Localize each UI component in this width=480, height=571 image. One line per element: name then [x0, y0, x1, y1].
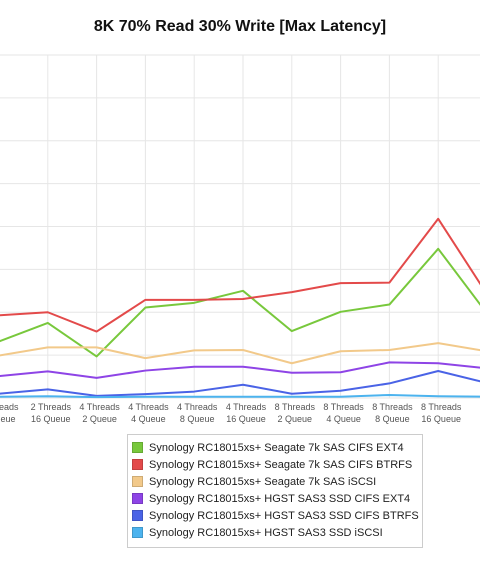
- series-line: [0, 342, 480, 365]
- legend-label: Synology RC18015xs+ Seagate 7k SAS iSCSI: [149, 475, 377, 488]
- chart-title: 8K 70% Read 30% Write [Max Latency]: [93, 18, 387, 35]
- legend-label: Synology RC18015xs+ Seagate 7k SAS CIFS …: [149, 458, 413, 471]
- legend-item[interactable]: Synology RC18015xs+ HGST SAS3 SSD iSCSI: [132, 524, 422, 541]
- x-tick-label: 16 Queue: [226, 414, 266, 424]
- x-tick-label: 16 Queue: [421, 414, 461, 424]
- series-line: [0, 247, 480, 358]
- x-tick-label: 4 Threads: [79, 402, 120, 412]
- series-line: [0, 369, 480, 397]
- series-line: [0, 361, 480, 379]
- legend-label: Synology RC18015xs+ HGST SAS3 SSD CIFS E…: [149, 492, 411, 505]
- legend-item[interactable]: Synology RC18015xs+ HGST SAS3 SSD CIFS E…: [132, 490, 422, 507]
- x-tick-label: 8 Queue: [180, 414, 215, 424]
- line-chart: Threads Queue 2 Threads 16 Queue 4 Threads 2 …: [0, 54, 480, 424]
- x-tick-label: Threads: [0, 402, 19, 412]
- series-line: [0, 393, 480, 399]
- legend-swatch: [132, 527, 143, 538]
- legend-label: Synology RC18015xs+ HGST SAS3 SSD CIFS B…: [149, 509, 419, 522]
- legend-label: Synology RC18015xs+ Seagate 7k SAS CIFS …: [149, 441, 404, 454]
- x-tick-label: 4 Queue: [326, 414, 361, 424]
- x-axis-ticks: Threads Queue 2 Threads 16 Queue 4 Threads 2 …: [0, 402, 462, 424]
- x-tick-label: 2 Threads: [31, 402, 72, 412]
- x-tick-label: 4 Threads: [226, 402, 267, 412]
- legend-label: Synology RC18015xs+ HGST SAS3 SSD iSCSI: [149, 526, 383, 539]
- x-tick-label: 16 Queue: [31, 414, 71, 424]
- x-tick-label: 8 Threads: [323, 402, 364, 412]
- gridlines: [0, 54, 480, 399]
- x-tick-label: Queue: [0, 414, 16, 424]
- x-tick-label: 8 Queue: [375, 414, 410, 424]
- legend-swatch: [132, 476, 143, 487]
- x-tick-label: 2 Queue: [278, 414, 313, 424]
- x-tick-label: 4 Threads: [128, 402, 169, 412]
- legend-swatch: [132, 442, 143, 453]
- legend: Synology RC18015xs+ Seagate 7k SAS CIFS …: [127, 434, 423, 548]
- series-line: [0, 217, 480, 333]
- legend-item[interactable]: Synology RC18015xs+ Seagate 7k SAS CIFS …: [132, 456, 422, 473]
- x-tick-label: 8 Threads: [275, 402, 316, 412]
- x-tick-label: 4 Threads: [177, 402, 218, 412]
- x-tick-label: 8 Threads: [372, 402, 413, 412]
- x-tick-label: 4 Queue: [131, 414, 166, 424]
- x-tick-label: 2 Queue: [82, 414, 117, 424]
- legend-item[interactable]: Synology RC18015xs+ HGST SAS3 SSD CIFS B…: [132, 507, 422, 524]
- legend-item[interactable]: Synology RC18015xs+ Seagate 7k SAS iSCSI: [132, 473, 422, 490]
- series-lines: [0, 217, 480, 399]
- legend-swatch: [132, 493, 143, 504]
- legend-swatch: [132, 459, 143, 470]
- legend-swatch: [132, 510, 143, 521]
- x-tick-label: 8 Threads: [421, 402, 462, 412]
- legend-item[interactable]: Synology RC18015xs+ Seagate 7k SAS CIFS …: [132, 439, 422, 456]
